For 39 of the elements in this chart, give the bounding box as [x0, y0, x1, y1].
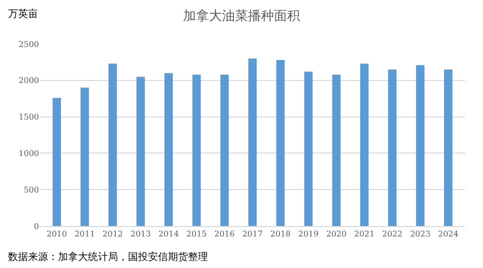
bar [332, 74, 341, 226]
y-axis-title: 万英亩 [8, 8, 38, 20]
x-tick-label: 2014 [158, 230, 179, 239]
y-tick-label: 1000 [18, 149, 39, 158]
bar [276, 60, 285, 226]
y-tick-label: 0 [34, 222, 39, 231]
x-tick-label: 2020 [326, 230, 347, 239]
x-tick-label: 2022 [382, 230, 402, 239]
x-tick-label: 2012 [102, 230, 123, 239]
x-tick-label: 2019 [298, 230, 319, 239]
bar [304, 72, 313, 226]
bar [164, 73, 173, 226]
bar [416, 65, 424, 226]
bar [80, 88, 89, 226]
y-tick-label: 2000 [18, 76, 39, 86]
bar [248, 58, 257, 226]
x-tick-label: 2024 [438, 230, 458, 239]
y-tick-label: 500 [24, 185, 39, 194]
x-tick-label: 2017 [242, 230, 263, 239]
y-tick-label: 1500 [18, 112, 39, 122]
bar [444, 69, 452, 226]
bar [388, 69, 396, 226]
bar [136, 76, 145, 226]
x-tick-label: 2011 [74, 230, 95, 239]
source-note: 数据来源：加拿大统计局，国投安信期货整理 [8, 251, 208, 263]
x-tick-label: 2021 [354, 230, 375, 239]
bar [220, 74, 229, 226]
x-tick-label: 2015 [186, 230, 207, 239]
x-tick-label: 2010 [46, 230, 67, 239]
x-tick-label: 2013 [130, 230, 151, 239]
bar [108, 64, 117, 226]
bar [192, 74, 201, 226]
x-tick-label: 2023 [410, 230, 430, 239]
chart-title: 加拿大油菜播种面积 [183, 8, 300, 24]
bar [52, 98, 61, 226]
y-tick-label: 2500 [18, 40, 39, 49]
x-tick-label: 2016 [214, 230, 235, 239]
x-tick-label: 2018 [270, 230, 291, 239]
bar [360, 64, 369, 226]
